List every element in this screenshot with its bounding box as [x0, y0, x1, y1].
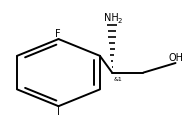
- Text: &1: &1: [114, 77, 123, 82]
- Text: F: F: [55, 29, 60, 38]
- Text: OH: OH: [169, 53, 184, 62]
- Text: I: I: [57, 107, 60, 117]
- Text: 2: 2: [117, 18, 122, 24]
- Text: NH: NH: [104, 14, 119, 23]
